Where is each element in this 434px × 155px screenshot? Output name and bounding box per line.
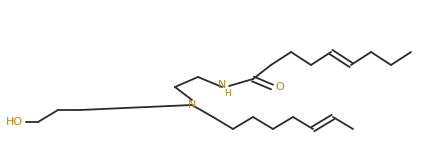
Text: HO: HO [5,117,23,127]
Text: N: N [187,100,196,110]
Text: O: O [275,82,284,92]
Text: N: N [217,80,226,90]
Text: H: H [224,89,231,98]
